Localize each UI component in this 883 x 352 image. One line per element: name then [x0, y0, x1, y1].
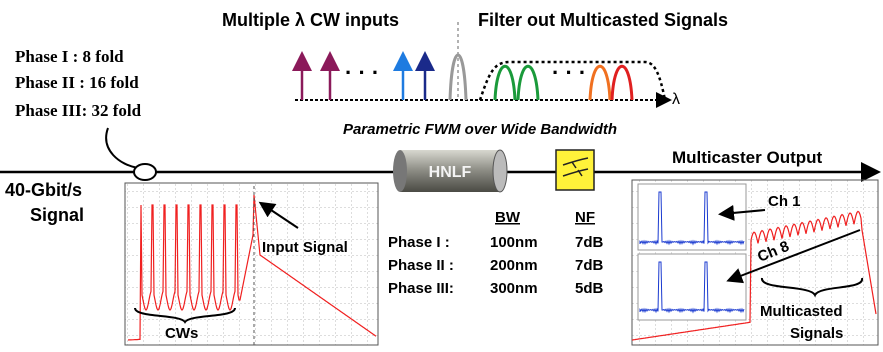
right-spectrum: Ch 1 Ch 8 Multicasted Signals	[632, 180, 878, 345]
table-cell: 5dB	[575, 280, 604, 297]
table-cell: Phase II :	[388, 257, 454, 274]
cws-label: CWs	[165, 325, 198, 342]
coupler-lead	[106, 128, 138, 168]
cw-inputs-label: Multiple λ CW inputs	[222, 10, 399, 30]
table-cell: 7dB	[575, 234, 604, 251]
left-spectrum: Input Signal CWs	[125, 183, 378, 345]
table-cell: 100nm	[490, 234, 538, 251]
multicast-pulses	[495, 66, 538, 100]
coupler	[134, 164, 156, 180]
input-signal-label: Input Signal	[262, 239, 348, 256]
phase-label: Phase I : 8 fold	[15, 47, 124, 66]
hnlf: HNLF	[393, 150, 507, 192]
table-cell: Phase I :	[388, 234, 450, 251]
filter-box	[556, 150, 594, 190]
multicast-pulse	[590, 66, 610, 100]
multicast-pulse	[612, 66, 632, 100]
table-cell: 300nm	[490, 280, 538, 297]
table-cell: 7dB	[575, 257, 604, 274]
fwm-label: Parametric FWM over Wide Bandwidth	[343, 121, 617, 138]
phase-label: Phase II : 16 fold	[15, 73, 139, 92]
dots: · · ·	[345, 60, 379, 85]
output-label: Multicaster Output	[672, 148, 823, 167]
table-cell: 200nm	[490, 257, 538, 274]
filter-label: Filter out Multicasted Signals	[478, 10, 728, 30]
table: BW NF Phase I : 100nm 7dB Phase II : 200…	[388, 209, 604, 297]
multicasted-label: Multicasted	[760, 303, 843, 320]
hnlf-label: HNLF	[429, 164, 472, 181]
ch1-label: Ch 1	[768, 193, 801, 210]
top-schematic: Multiple λ CW inputs Filter out Multicas…	[222, 10, 728, 108]
table-header: NF	[575, 209, 595, 226]
multicasted-label: Signals	[790, 325, 843, 342]
diagram: Multiple λ CW inputs Filter out Multicas…	[0, 0, 883, 352]
phase-label: Phase III: 32 fold	[15, 101, 142, 120]
lambda-label: λ	[672, 91, 680, 108]
table-cell: Phase III:	[388, 280, 454, 297]
dots: · · ·	[552, 60, 586, 85]
signal-label: 40-Gbit/s	[5, 180, 82, 200]
table-header: BW	[495, 209, 521, 226]
signal-label: Signal	[30, 205, 84, 225]
